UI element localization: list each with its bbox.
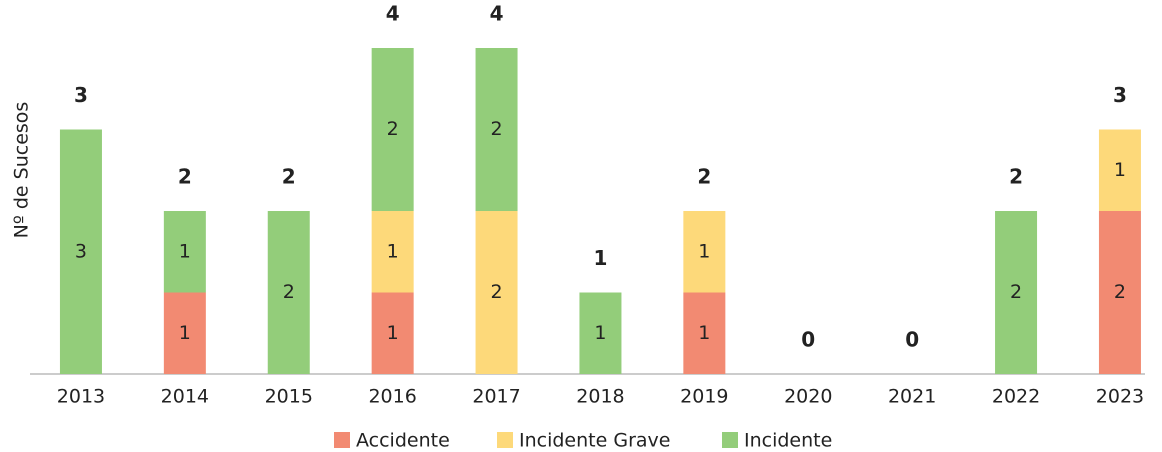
segment-label: 1 xyxy=(179,322,191,344)
bar-segment xyxy=(163,292,206,374)
total-label: 0 xyxy=(905,328,919,352)
segment-label: 2 xyxy=(1010,281,1022,303)
segment-label: 1 xyxy=(1114,159,1126,181)
x-tick-label: 2021 xyxy=(888,386,936,408)
segment-label: 2 xyxy=(283,281,295,303)
segment-label: 1 xyxy=(594,322,606,344)
legend-label: Incidente Grave xyxy=(519,430,670,452)
segment-label: 1 xyxy=(698,240,710,262)
segment-label: 2 xyxy=(1114,281,1126,303)
segment-label: 2 xyxy=(491,281,503,303)
bar-segment xyxy=(1098,129,1141,211)
x-tick-label: 2013 xyxy=(57,386,105,408)
total-label: 3 xyxy=(74,83,88,107)
bar-segment xyxy=(163,211,206,293)
x-tick-label: 2020 xyxy=(784,386,832,408)
total-label: 3 xyxy=(1113,83,1127,107)
x-tick-label: 2018 xyxy=(576,386,624,408)
total-label: 2 xyxy=(178,165,192,189)
x-tick-label: 2019 xyxy=(680,386,728,408)
total-label: 2 xyxy=(697,165,711,189)
total-label: 0 xyxy=(801,328,815,352)
legend-swatch xyxy=(722,432,738,448)
segment-label: 2 xyxy=(491,118,503,140)
total-label: 4 xyxy=(490,2,504,26)
x-tick-label: 2023 xyxy=(1096,386,1144,408)
bar-segment xyxy=(683,292,726,374)
legend-label: Accidente xyxy=(356,430,450,452)
x-tick-label: 2014 xyxy=(161,386,209,408)
bar-segment xyxy=(475,211,518,374)
bar-segment xyxy=(59,129,102,374)
total-label: 1 xyxy=(593,246,607,270)
segment-label: 1 xyxy=(387,240,399,262)
total-label: 2 xyxy=(282,165,296,189)
bar-segment xyxy=(995,211,1038,374)
y-axis-label: Nº de Sucesos xyxy=(11,102,33,239)
total-label: 4 xyxy=(386,2,400,26)
bar-segment xyxy=(371,211,414,293)
segment-label: 1 xyxy=(698,322,710,344)
bar-segment xyxy=(371,48,414,211)
bar-segment xyxy=(371,292,414,374)
bar-segment xyxy=(267,211,310,374)
segment-label: 3 xyxy=(75,240,87,262)
segment-label: 1 xyxy=(387,322,399,344)
x-tick-label: 2022 xyxy=(992,386,1040,408)
bar-segment xyxy=(579,292,622,374)
legend-swatch xyxy=(334,432,350,448)
segment-label: 2 xyxy=(387,118,399,140)
legend-label: Incidente xyxy=(744,430,832,452)
x-tick-label: 2016 xyxy=(368,386,416,408)
bar-segment xyxy=(475,48,518,211)
x-tick-label: 2015 xyxy=(265,386,313,408)
total-label: 2 xyxy=(1009,165,1023,189)
bar-segment xyxy=(1098,211,1141,374)
bar-segment xyxy=(683,211,726,293)
legend-swatch xyxy=(497,432,513,448)
x-tick-label: 2017 xyxy=(472,386,520,408)
segment-label: 1 xyxy=(179,240,191,262)
